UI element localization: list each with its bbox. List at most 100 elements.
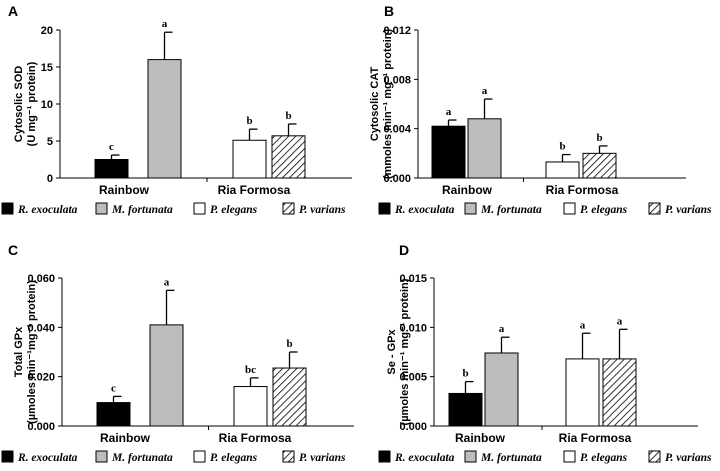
bar <box>96 402 131 427</box>
y-tick-label: 0.004 <box>383 124 411 136</box>
y-axis-label-line2: (µmoles min⁻¹ mg⁻¹ protein) <box>399 278 411 425</box>
significance-label: b <box>559 141 565 153</box>
legend-label: R. exoculata <box>394 204 455 216</box>
significance-label: a <box>482 85 488 97</box>
x-category-label: Ria Formosa <box>218 183 291 197</box>
legend-swatch <box>1 450 14 463</box>
y-tick-label: 5 <box>47 136 53 148</box>
y-axis-label: Total GPx(µmoles min⁻¹mg⁻¹ protein) <box>13 280 38 424</box>
significance-label: b <box>246 115 252 127</box>
significance-label: a <box>446 106 452 118</box>
y-tick-label: 0.005 <box>399 372 427 384</box>
significance-label: a <box>617 315 623 327</box>
legend-swatch <box>648 450 661 463</box>
y-tick-label: 0.060 <box>27 273 55 285</box>
x-category-label: Ria Formosa <box>219 431 292 445</box>
y-tick-label: 0.040 <box>27 322 55 334</box>
x-category-label: Rainbow <box>455 431 506 445</box>
y-axis-label-line2: (µmoles min⁻¹mg⁻¹ protein) <box>26 280 38 424</box>
bar <box>448 392 483 427</box>
panel-letter: D <box>399 242 409 258</box>
significance-label: c <box>111 382 116 394</box>
bar <box>582 152 617 179</box>
legend-label: M. fortunata <box>480 452 542 464</box>
legend-swatch <box>563 450 576 463</box>
legend-label: M. fortunata <box>111 204 173 216</box>
y-tick-label: 15 <box>41 62 53 74</box>
y-tick-label: 0.015 <box>399 273 427 285</box>
significance-label: b <box>596 132 602 144</box>
bar <box>431 125 466 179</box>
significance-label: a <box>162 18 168 30</box>
y-axis-label-line2: (U mg⁻¹ protein) <box>26 61 38 146</box>
legend-label: R. exoculata <box>394 452 455 464</box>
y-tick-label: 0.012 <box>383 25 411 37</box>
y-axis-label: Se - GPx(µmoles min⁻¹ mg⁻¹ protein) <box>386 278 411 425</box>
y-axis-label-line1: Total GPx <box>13 326 25 377</box>
y-tick-label: 0.020 <box>27 372 55 384</box>
legend-swatch <box>378 202 391 215</box>
legend-swatch <box>282 202 295 215</box>
significance-label: b <box>286 338 292 350</box>
legend-label: P. varians <box>299 204 346 216</box>
y-tick-label: 0.010 <box>399 322 427 334</box>
significance-label: bc <box>245 364 256 376</box>
y-tick-label: 0 <box>47 173 53 185</box>
legend-label: P. varians <box>665 452 712 464</box>
legend-swatch <box>95 202 108 215</box>
y-tick-label: 10 <box>41 99 53 111</box>
panel-letter: C <box>8 242 18 258</box>
legend-label: P. elegans <box>580 452 628 464</box>
y-axis-label: Cytosolic SOD(U mg⁻¹ protein) <box>13 61 38 146</box>
panel-letter: B <box>384 3 394 19</box>
legend-label: P. varians <box>299 452 346 464</box>
y-axis-label-line2: (mmoles min⁻¹ mg⁻¹ protein) <box>382 28 394 179</box>
legend-swatch <box>193 202 206 215</box>
significance-label: a <box>499 323 505 335</box>
y-tick-label: 0.000 <box>383 173 411 185</box>
legend-swatch <box>1 202 14 215</box>
legend-label: P. elegans <box>210 452 258 464</box>
bar <box>602 358 637 427</box>
legend-label: P. elegans <box>210 204 258 216</box>
legend-label: P. varians <box>665 204 712 216</box>
significance-label: c <box>109 141 114 153</box>
y-axis-label-line1: Cytosolic SOD <box>13 66 25 142</box>
legend-swatch <box>563 202 576 215</box>
bar <box>484 352 519 427</box>
legend-swatch <box>648 202 661 215</box>
bar <box>271 135 306 179</box>
significance-label: b <box>285 110 291 122</box>
legend-label: M. fortunata <box>111 452 173 464</box>
y-axis-label-line1: Cytosolic CAT <box>369 67 381 142</box>
significance-label: b <box>462 368 468 380</box>
y-tick-label: 0.000 <box>399 421 427 433</box>
bar <box>94 159 129 179</box>
legend-swatch <box>282 450 295 463</box>
bar <box>233 386 268 427</box>
legend-swatch <box>95 450 108 463</box>
y-axis-label-line1: Se - GPx <box>386 329 398 375</box>
x-category-label: Ria Formosa <box>546 183 619 197</box>
bar <box>467 118 502 179</box>
legend-swatch <box>464 450 477 463</box>
bar <box>272 367 307 427</box>
y-tick-label: 20 <box>41 25 53 37</box>
bar <box>565 358 600 427</box>
legend-label: R. exoculata <box>17 204 78 216</box>
bar <box>149 324 184 427</box>
y-tick-label: 0.000 <box>27 421 55 433</box>
legend-label: P. elegans <box>580 204 628 216</box>
significance-label: a <box>580 319 586 331</box>
x-category-label: Rainbow <box>100 431 151 445</box>
legend-label: R. exoculata <box>17 452 78 464</box>
y-axis-label: Cytosolic CAT(mmoles min⁻¹ mg⁻¹ protein) <box>369 28 394 179</box>
legend-label: M. fortunata <box>480 204 542 216</box>
panel-letter: A <box>8 3 18 19</box>
y-tick-label: 0.008 <box>383 74 411 86</box>
bar <box>147 59 182 179</box>
bar <box>545 161 580 179</box>
legend-swatch <box>378 450 391 463</box>
x-category-label: Rainbow <box>442 183 493 197</box>
